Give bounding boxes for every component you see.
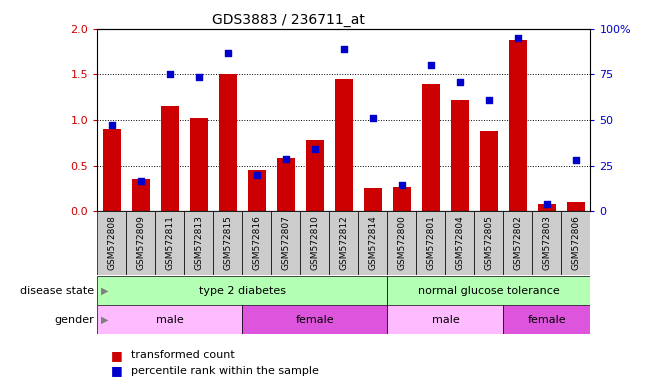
Bar [387,211,417,275]
Text: ▶: ▶ [101,314,108,325]
Bar [242,211,271,275]
Text: female: female [295,314,334,325]
Bar [387,305,503,334]
Bar [155,211,185,275]
Point [136,178,146,184]
Bar [219,74,237,211]
Bar [126,211,155,275]
Text: percentile rank within the sample: percentile rank within the sample [131,366,319,376]
Bar [301,211,329,275]
Point [570,157,581,163]
Bar [480,131,498,211]
Text: GSM572812: GSM572812 [340,215,348,270]
Bar [306,140,323,211]
Point [309,146,320,152]
Bar [185,211,213,275]
Text: ■: ■ [111,349,123,362]
Bar [97,305,242,334]
Text: GSM572815: GSM572815 [223,215,232,270]
Point [513,35,523,41]
Bar [503,305,590,334]
Text: GSM572813: GSM572813 [195,215,203,270]
Text: disease state: disease state [20,286,94,296]
Text: GSM572816: GSM572816 [252,215,262,270]
Bar [358,211,387,275]
Bar [446,211,474,275]
Text: GSM572806: GSM572806 [572,215,580,270]
Text: GSM572801: GSM572801 [426,215,435,270]
Bar [132,179,150,211]
Text: GSM572814: GSM572814 [368,215,377,270]
Bar [503,211,533,275]
Text: female: female [527,314,566,325]
Text: transformed count: transformed count [131,350,235,360]
Bar [329,211,358,275]
Point [541,201,552,207]
Text: normal glucose tolerance: normal glucose tolerance [418,286,560,296]
Point [368,115,378,121]
Point [164,71,175,78]
Point [425,62,436,68]
Point [223,50,234,56]
Bar [213,211,242,275]
Bar [336,79,352,211]
Text: GSM572810: GSM572810 [311,215,319,270]
Bar [567,202,584,211]
Text: ■: ■ [111,364,123,377]
Text: GSM572802: GSM572802 [513,215,523,270]
Text: male: male [431,314,460,325]
Text: GSM572809: GSM572809 [136,215,146,270]
Bar [248,170,266,211]
Text: ▶: ▶ [101,286,108,296]
Point [339,46,350,52]
Bar [271,211,301,275]
Bar [422,84,440,211]
Point [397,182,407,188]
Bar [242,305,387,334]
Text: GSM572804: GSM572804 [456,215,464,270]
Text: GSM572805: GSM572805 [484,215,493,270]
Text: gender: gender [54,314,94,325]
Bar [387,276,590,305]
Point [252,172,262,178]
Bar [562,211,590,275]
Bar [190,118,207,211]
Bar [451,100,468,211]
Text: type 2 diabetes: type 2 diabetes [199,286,286,296]
Point [107,121,117,127]
Bar [364,189,382,211]
Bar [103,129,121,211]
Text: GSM572807: GSM572807 [281,215,291,270]
Bar [97,276,387,305]
Bar [97,211,126,275]
Point [280,156,291,162]
Bar [509,40,527,211]
Text: GSM572808: GSM572808 [107,215,116,270]
Text: GSM572800: GSM572800 [397,215,407,270]
Point [454,79,465,85]
Bar [417,211,446,275]
Bar [277,158,295,211]
Bar [538,204,556,211]
Point [484,97,495,103]
Bar [533,211,562,275]
Text: male: male [156,314,184,325]
Point [193,74,204,80]
Text: GSM572811: GSM572811 [165,215,174,270]
Text: GSM572803: GSM572803 [542,215,552,270]
Bar [393,187,411,211]
Text: GDS3883 / 236711_at: GDS3883 / 236711_at [212,13,365,27]
Bar [161,106,178,211]
Bar [474,211,503,275]
